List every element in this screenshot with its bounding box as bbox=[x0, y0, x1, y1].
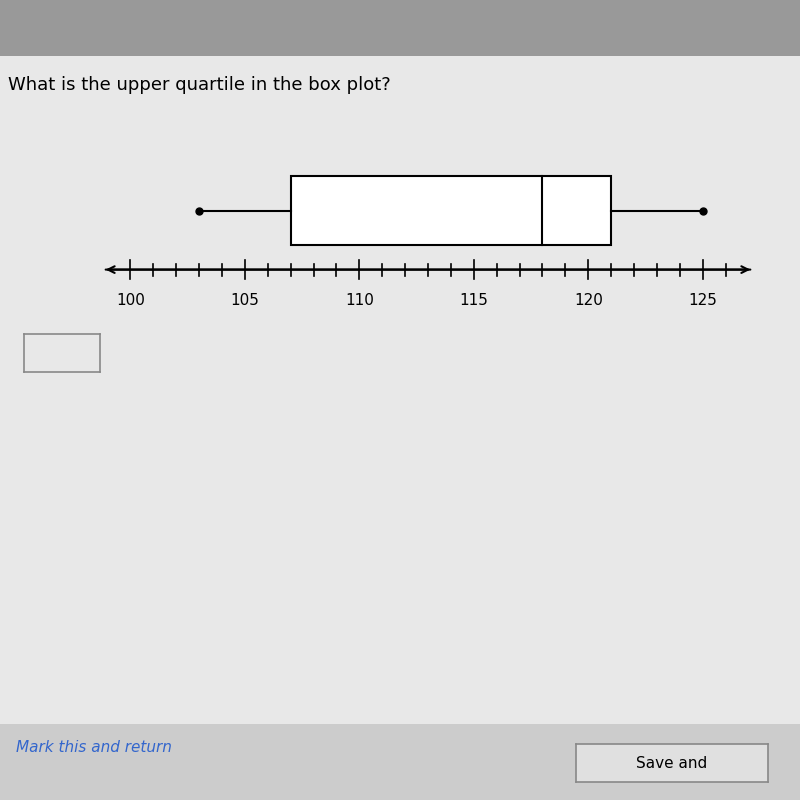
Text: Save and: Save and bbox=[636, 756, 708, 770]
Text: 110: 110 bbox=[345, 293, 374, 308]
Text: 125: 125 bbox=[688, 293, 717, 308]
Bar bbox=[290, 176, 611, 245]
Text: What is the upper quartile in the box plot?: What is the upper quartile in the box pl… bbox=[8, 76, 390, 94]
Text: 120: 120 bbox=[574, 293, 602, 308]
Text: 115: 115 bbox=[459, 293, 488, 308]
Text: 105: 105 bbox=[230, 293, 259, 308]
Text: Mark this and return: Mark this and return bbox=[16, 741, 172, 755]
Text: 100: 100 bbox=[116, 293, 145, 308]
